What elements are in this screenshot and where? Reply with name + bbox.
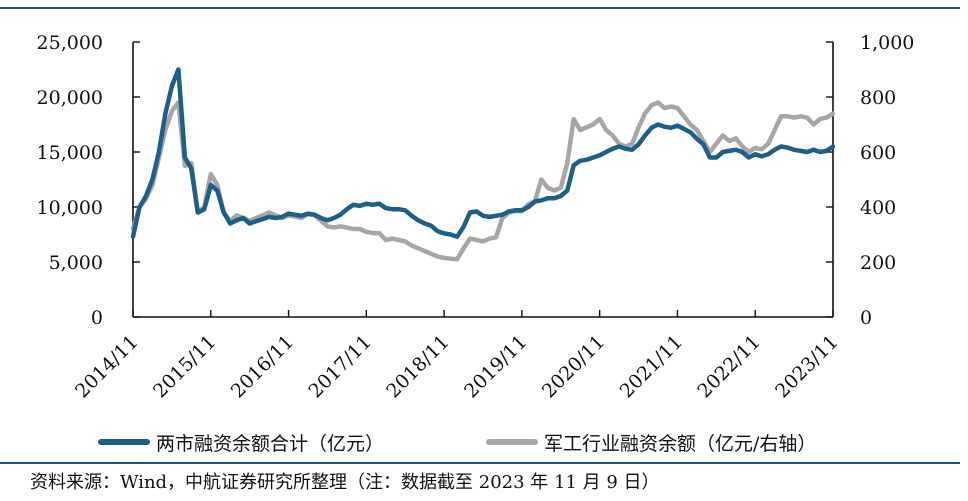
y-right-tick-labels: 0 200 400 600 800 1,000 xyxy=(860,32,914,329)
legend-swatch-total-margin xyxy=(98,439,150,445)
y-left-tick-label: 20,000 xyxy=(37,87,103,109)
legend: 两市融资余额合计（亿元） 军工行业融资余额（亿元/右轴） xyxy=(0,428,960,456)
y-left-tick-label: 10,000 xyxy=(37,197,103,219)
legend-item-total-margin: 两市融资余额合计（亿元） xyxy=(98,428,384,456)
dual-axis-line-chart: 0 5,000 10,000 15,000 20,000 25,000 0 200 400 60… xyxy=(37,32,915,402)
series-line-military-margin xyxy=(130,100,836,262)
y-right-tick-label: 800 xyxy=(860,87,896,109)
x-tick-label: 2018/11 xyxy=(382,331,453,402)
y-left-tick-label: 15,000 xyxy=(37,142,103,164)
series-lines xyxy=(130,67,836,262)
y-left-tick-label: 25,000 xyxy=(37,32,103,54)
axes xyxy=(132,41,834,318)
x-tick-label: 2021/11 xyxy=(616,331,687,402)
y-right-tick-label: 1,000 xyxy=(860,32,914,54)
legend-label-military-margin: 军工行业融资余额（亿元/右轴） xyxy=(544,432,817,455)
y-right-tick-label: 600 xyxy=(860,142,896,164)
x-tick-label: 2016/11 xyxy=(227,331,298,402)
legend-label-total-margin: 两市融资余额合计（亿元） xyxy=(156,432,385,455)
x-tick-label: 2015/11 xyxy=(149,331,220,402)
x-tick-label: 2017/11 xyxy=(304,331,375,402)
x-tick-label: 2022/11 xyxy=(693,331,764,402)
y-right-tick-label: 400 xyxy=(860,197,896,219)
y-right-tick-label: 0 xyxy=(860,307,872,329)
source-note: 资料来源：Wind，中航证券研究所整理（注：数据截至 2023 年 11 月 9… xyxy=(30,472,660,493)
x-tick-label: 2020/11 xyxy=(538,331,609,402)
bottom-rule xyxy=(0,462,960,464)
legend-item-military-margin: 军工行业融资余额（亿元/右轴） xyxy=(486,428,816,456)
y-left-tick-label: 5,000 xyxy=(49,252,103,274)
y-left-tick-label: 0 xyxy=(91,307,103,329)
series-line-total-margin xyxy=(130,67,836,239)
x-tick-label: 2023/11 xyxy=(771,331,842,402)
x-tick-label: 2014/11 xyxy=(71,331,142,402)
y-right-tick-label: 200 xyxy=(860,252,896,274)
top-rule xyxy=(0,7,960,9)
x-tick-labels: 2014/11 2015/11 2016/11 2017/11 2018/11 2019/… xyxy=(71,331,842,402)
x-tick-label: 2019/11 xyxy=(460,331,531,402)
y-left-tick-labels: 0 5,000 10,000 15,000 20,000 25,000 xyxy=(37,32,103,329)
legend-swatch-military-margin xyxy=(486,439,538,445)
